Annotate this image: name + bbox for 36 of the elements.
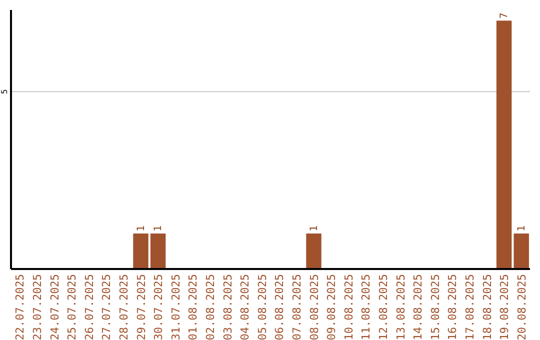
x-tick-label: 05.08.2025: [256, 274, 269, 340]
x-tick-label: 11.08.2025: [360, 274, 373, 340]
x-tick-label: 10.08.2025: [342, 274, 356, 340]
x-tick-label: 14.08.2025: [412, 274, 425, 340]
x-tick-label: 28.07.2025: [117, 274, 130, 340]
x-tick-label: 29.07.2025: [134, 274, 148, 340]
data-label: 1: [516, 225, 528, 232]
x-tick-label: 30.07.2025: [152, 274, 166, 340]
x-tick-label: 25.07.2025: [66, 274, 79, 340]
x-tick-label: 08.08.2025: [308, 274, 321, 340]
x-tick-label: 09.08.2025: [325, 274, 338, 340]
x-tick-label: 26.07.2025: [82, 274, 96, 340]
data-label: 1: [136, 225, 147, 232]
x-tick-label: 20.08.2025: [515, 274, 528, 340]
data-label: 7: [499, 12, 510, 19]
x-tick-label: 18.08.2025: [480, 274, 494, 340]
x-tick-label: 19.08.2025: [498, 274, 512, 340]
x-tick-label: 12.08.2025: [376, 274, 390, 340]
x-tick-label: 27.07.2025: [100, 274, 114, 340]
x-tick-label: 02.08.2025: [204, 274, 217, 340]
x-tick-label: 16.08.2025: [446, 274, 460, 340]
x-tick-label: 03.08.2025: [221, 274, 234, 340]
x-tick-label: 17.08.2025: [463, 274, 476, 340]
x-tick-label: 23.07.2025: [30, 274, 44, 340]
y-tick-label: 5: [0, 89, 9, 94]
x-tick-label: 04.08.2025: [238, 274, 252, 340]
x-tick-label: 07.08.2025: [290, 274, 304, 340]
x-tick-label: 06.08.2025: [273, 274, 286, 340]
x-tick-label: 31.07.2025: [169, 274, 182, 340]
data-label: 1: [308, 225, 320, 232]
x-tick-label: 22.07.2025: [14, 274, 27, 340]
x-tick-label: 15.08.2025: [428, 274, 442, 340]
x-tick-label: 24.07.2025: [48, 274, 62, 340]
data-label: 1: [153, 225, 164, 232]
x-tick-label: 13.08.2025: [394, 274, 408, 340]
x-tick-label: 01.08.2025: [186, 274, 200, 340]
